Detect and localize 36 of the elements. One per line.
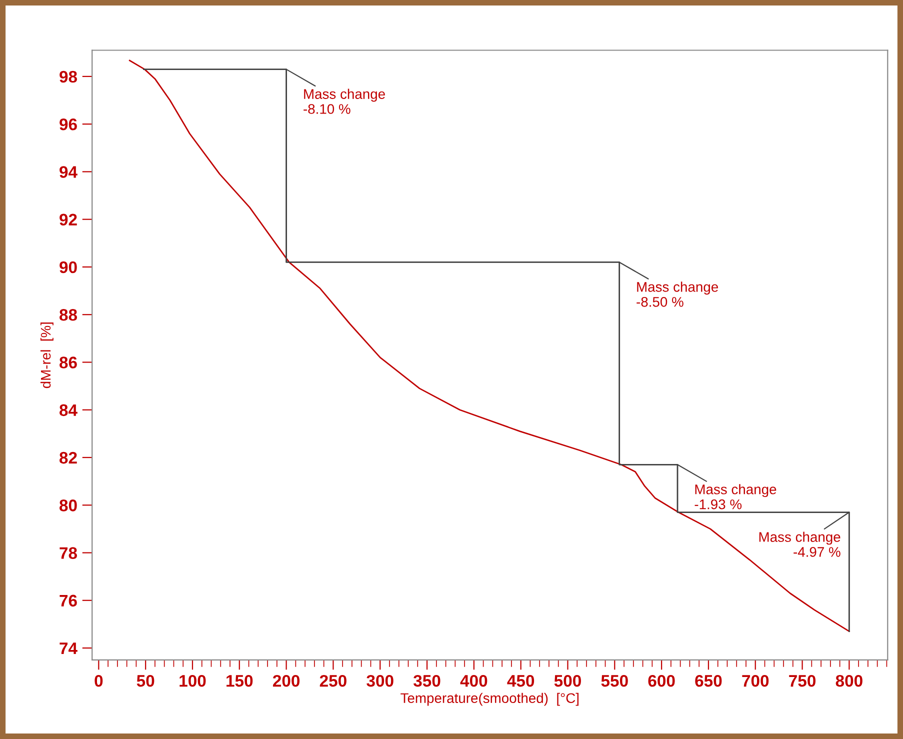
y-tick-label: 94: [60, 166, 78, 178]
x-tick-label: 50: [136, 674, 154, 687]
x-axis-title: Temperature(smoothed) [°C]: [400, 692, 579, 706]
y-tick-label: 76: [60, 594, 77, 607]
y-tick-label: 84: [60, 404, 78, 416]
y-tick-label: 80: [60, 500, 77, 512]
x-tick-label: 300: [366, 674, 394, 687]
x-tick-label: 0: [94, 674, 103, 687]
y-axis-title: dM-rel [%]: [40, 322, 54, 388]
annotation: Mass change -4.97 %: [759, 532, 840, 557]
x-tick-label: 450: [507, 674, 534, 687]
y-tick-label: 74: [60, 642, 78, 654]
y-tick-label: 88: [60, 309, 78, 321]
x-tick-label: 500: [554, 674, 581, 687]
x-tick-label: 750: [789, 674, 816, 687]
x-tick-label: 100: [180, 674, 206, 687]
x-tick-label: 650: [695, 674, 722, 687]
annotation: Mass change -1.93 %: [694, 484, 776, 510]
y-tick-label: 86: [60, 356, 77, 368]
y-tick-label: 90: [60, 261, 77, 274]
y-tick-label: 78: [60, 547, 78, 559]
x-tick-label: 700: [742, 674, 769, 687]
x-tick-label: 200: [272, 674, 300, 687]
y-tick-label: 98: [60, 70, 78, 83]
y-tick-label: 96: [60, 118, 77, 130]
annotation: Mass change -8.10 %: [304, 88, 385, 114]
x-tick-label: 600: [648, 674, 675, 687]
x-tick-label: 350: [414, 674, 440, 687]
x-tick-label: 150: [226, 674, 253, 687]
annotation: Mass change -8.50 %: [636, 282, 718, 307]
x-tick-label: 250: [320, 674, 346, 687]
y-tick-label: 92: [60, 214, 77, 226]
x-tick-label: 800: [836, 674, 862, 687]
y-tick-label: 82: [60, 452, 77, 464]
x-tick-label: 400: [460, 674, 488, 687]
x-tick-label: 550: [601, 674, 628, 687]
